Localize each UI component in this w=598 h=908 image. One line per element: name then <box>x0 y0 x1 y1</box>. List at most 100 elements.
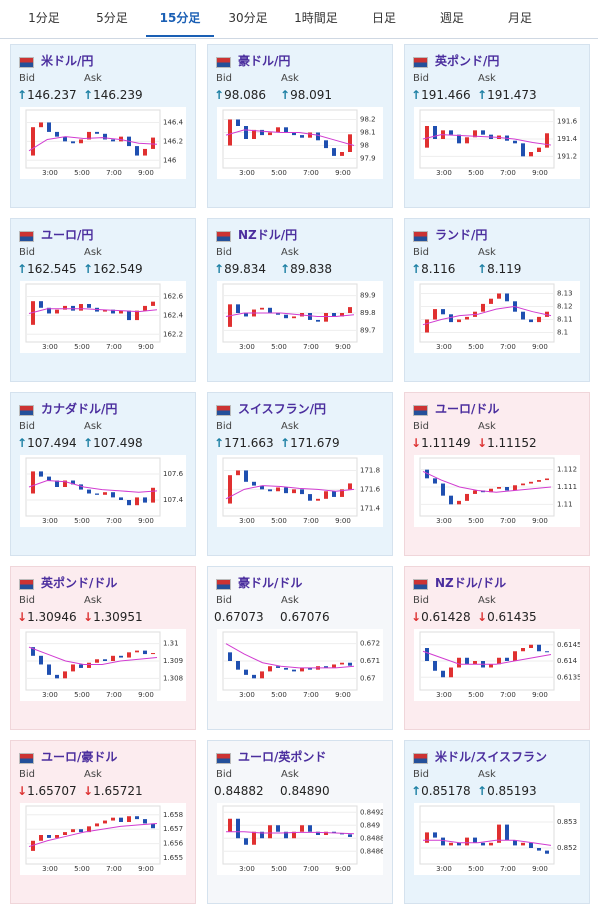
y-tick-label: 107.6 <box>163 470 184 478</box>
ask-value: 0.67076 <box>280 610 330 624</box>
trend-arrow: ↑ <box>83 88 94 102</box>
candle <box>425 832 429 843</box>
pair-title: ユーロ/英ポンド <box>238 750 327 764</box>
mini-chart: 146.4 146.2 146 3:00 5:00 7:00 9:00 <box>20 107 186 179</box>
flag-icon <box>413 231 428 242</box>
tab[interactable]: 5分足 <box>96 11 128 25</box>
candle <box>481 303 485 312</box>
y-tick-label: 146.2 <box>163 137 183 145</box>
tab[interactable]: 1分足 <box>28 11 60 25</box>
rate-panel[interactable]: ユーロ/豪ドル Bid Ask ↓1.65707 ↓1.65721 1.658 1.657 1… <box>10 740 196 904</box>
y-tick-label: 0.8492 <box>360 808 383 816</box>
candle <box>300 135 304 138</box>
candle <box>236 661 240 670</box>
candle <box>481 842 485 846</box>
candle <box>143 497 147 503</box>
candle <box>308 494 312 501</box>
ask-value: ↓1.65721 <box>83 784 143 798</box>
bid-price: 98.086 <box>224 88 267 102</box>
mini-chart: 0.8492 0.849 0.8488 0.8486 3:00 5:00 7:00 9:00 <box>217 803 383 875</box>
rate-panel[interactable]: ユーロ/円 Bid Ask ↑162.545 ↑162.549 162.6 162.4 162… <box>10 218 196 382</box>
x-tick-label: 5:00 <box>468 691 484 699</box>
ask-value: ↑8.119 <box>477 262 521 276</box>
x-tick-label: 5:00 <box>271 343 287 351</box>
ask-price: 0.61435 <box>487 610 537 624</box>
mini-chart: 0.853 0.852 3:00 5:00 7:00 9:00 <box>414 803 580 875</box>
x-tick-label: 3:00 <box>436 343 452 351</box>
x-tick-label: 5:00 <box>74 865 90 873</box>
rate-panel[interactable]: NZドル/円 Bid Ask ↑89.834 ↑89.838 89.9 89.8 89.7 3:… <box>207 218 393 382</box>
bid-label: Bid <box>19 73 35 84</box>
pair-title: ユーロ/円 <box>41 228 94 242</box>
y-tick-label: 1.308 <box>163 674 183 682</box>
flag-icon <box>216 405 231 416</box>
rate-panel[interactable]: 米ドル/円 Bid Ask ↑146.237 ↑146.239 146.4 146.2 146… <box>10 44 196 208</box>
bid-label: Bid <box>413 595 429 606</box>
rate-panel[interactable]: 豪ドル/円 Bid Ask ↑98.086 ↑98.091 98.2 98.1 98 97.9 3… <box>207 44 393 208</box>
candle <box>521 842 525 846</box>
ask-value: ↓1.30951 <box>83 610 143 624</box>
ask-value: ↑89.838 <box>280 262 332 276</box>
candle <box>95 493 99 495</box>
candle <box>292 316 296 319</box>
candle <box>135 816 139 820</box>
tab[interactable]: 月足 <box>507 11 532 25</box>
candle <box>433 309 437 320</box>
flag-icon <box>413 753 428 764</box>
flag-icon <box>19 753 34 764</box>
x-tick-label: 5:00 <box>74 517 90 525</box>
candle <box>79 304 83 311</box>
trend-arrow: ↓ <box>477 610 488 624</box>
candle <box>300 825 304 832</box>
pair-title: スイスフラン/円 <box>238 402 327 416</box>
bid-label: Bid <box>216 247 232 258</box>
trend-arrow: ↑ <box>280 88 291 102</box>
y-tick-label: 171.8 <box>360 466 380 474</box>
tab[interactable]: 30分足 <box>228 11 268 25</box>
y-tick-label: 89.8 <box>360 309 376 317</box>
bid-label: Bid <box>413 421 429 432</box>
ask-label: Ask <box>478 421 496 432</box>
pair-title: ランド/円 <box>435 228 488 242</box>
x-tick-label: 7:00 <box>106 169 122 177</box>
ask-label: Ask <box>478 769 496 780</box>
tab[interactable]: 週足 <box>439 11 464 25</box>
mini-chart: 89.9 89.8 89.7 3:00 5:00 7:00 9:00 <box>217 281 383 353</box>
candle <box>513 140 517 144</box>
x-tick-label: 7:00 <box>303 517 319 525</box>
rate-panel[interactable]: 豪ドル/ドル Bid Ask 0.67073 0.67076 0.672 0.671 0.67… <box>207 566 393 730</box>
tab[interactable]: 1時間足 <box>294 11 338 25</box>
candle <box>441 309 445 315</box>
candle <box>151 487 155 503</box>
tab[interactable]: 15分足 <box>146 0 214 37</box>
ask-price: 1.65721 <box>93 784 143 798</box>
candle <box>465 837 469 846</box>
candle <box>63 671 67 679</box>
rate-panel[interactable]: 英ポンド/円 Bid Ask ↑191.466 ↑191.473 191.6 191.4 19… <box>404 44 590 208</box>
rate-panel[interactable]: 英ポンド/ドル Bid Ask ↓1.30946 ↓1.30951 1.31 1.309 1.… <box>10 566 196 730</box>
candle <box>332 831 336 834</box>
pair-title: NZドル/円 <box>238 228 298 242</box>
candle <box>489 842 493 846</box>
moving-average <box>423 839 552 846</box>
bid-value: ↓1.30946 <box>17 610 77 624</box>
rate-panel[interactable]: ユーロ/英ポンド Bid Ask 0.84882 0.84890 0.8492 0.849 0… <box>207 740 393 904</box>
rate-panel[interactable]: ランド/円 Bid Ask ↑8.116 ↑8.119 8.13 8.12 8.11 8.1 3:… <box>404 218 590 382</box>
y-tick-label: 8.11 <box>557 316 573 324</box>
rate-panel[interactable]: カナダドル/円 Bid Ask ↑107.494 ↑107.498 107.6 107.4 3… <box>10 392 196 556</box>
candle <box>284 127 288 133</box>
candle <box>151 653 155 655</box>
candle <box>276 666 280 668</box>
rate-panel[interactable]: NZドル/ドル Bid Ask ↓0.61428 ↓0.61435 0.6145 0.614… <box>404 566 590 730</box>
candle <box>521 311 525 320</box>
tab[interactable]: 日足 <box>371 11 396 25</box>
candle <box>545 478 549 481</box>
candle <box>473 490 477 494</box>
ask-label: Ask <box>478 73 496 84</box>
rate-panel[interactable]: 米ドル/スイスフラン Bid Ask ↑0.85178 ↑0.85193 0.853 0.8… <box>404 740 590 904</box>
rate-panel[interactable]: ユーロ/ドル Bid Ask ↓1.11149 ↓1.11152 1.112 1.111 1.… <box>404 392 590 556</box>
candle <box>236 470 240 476</box>
y-tick-label: 171.4 <box>360 504 381 512</box>
x-tick-label: 9:00 <box>335 865 351 873</box>
rate-panel[interactable]: スイスフラン/円 Bid Ask ↑171.663 ↑171.679 171.8 171.6… <box>207 392 393 556</box>
